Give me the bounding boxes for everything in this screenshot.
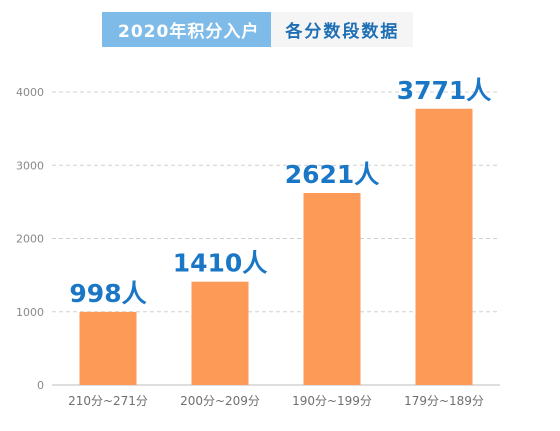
bar (303, 193, 361, 385)
x-tick-label: 179分~189分 (404, 394, 484, 408)
y-tick-label: 0 (37, 379, 44, 392)
bar (79, 311, 137, 385)
bar (191, 281, 249, 385)
data-label: 1410人 (173, 249, 268, 278)
y-tick-label: 2000 (16, 233, 44, 246)
data-label: 2621人 (285, 160, 380, 189)
x-tick-label: 190分~199分 (292, 394, 372, 408)
x-tick-label: 200分~209分 (180, 394, 260, 408)
chart-title-main: 2020年积分入户 (102, 12, 272, 47)
data-label: 998人 (69, 279, 146, 308)
bar (415, 108, 473, 386)
chart-title: 2020年积分入户 各分数段数据 (102, 12, 414, 47)
x-tick-label: 210分~271分 (68, 394, 148, 408)
y-tick-label: 3000 (16, 159, 44, 172)
y-tick-label: 1000 (16, 306, 44, 319)
data-label: 3771人 (397, 76, 492, 105)
y-tick-label: 4000 (16, 86, 44, 99)
chart-title-sub: 各分数段数据 (271, 12, 414, 47)
